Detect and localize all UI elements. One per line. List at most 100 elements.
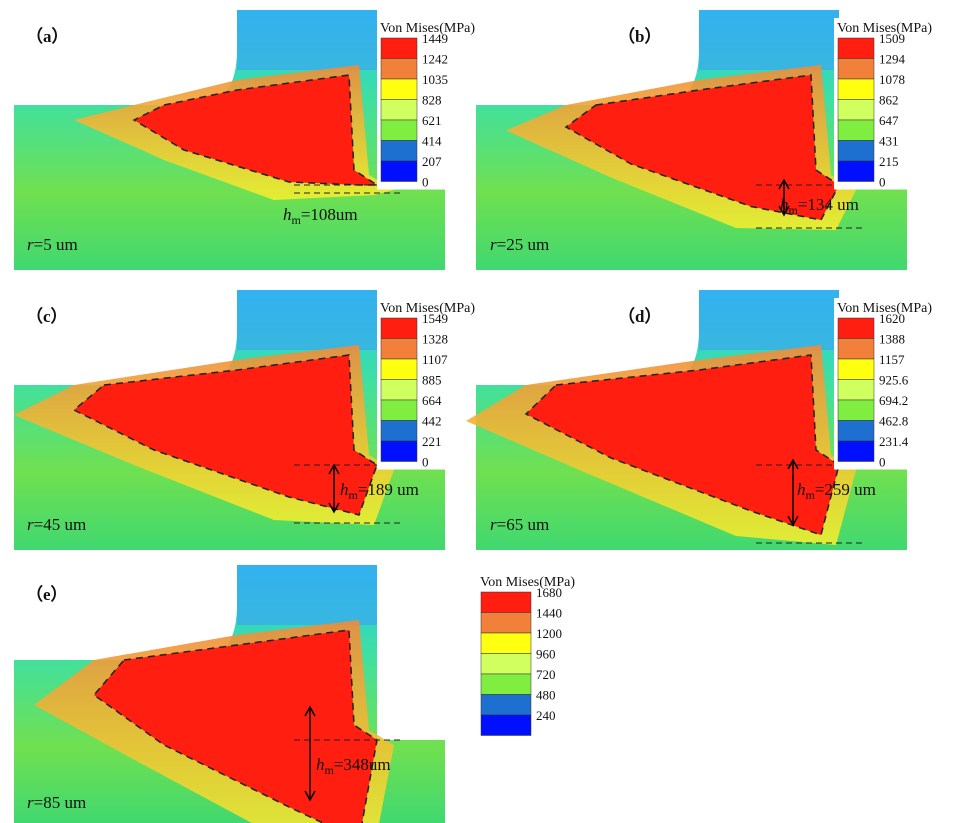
legend-swatch xyxy=(837,37,875,59)
radius-value: =25 um xyxy=(497,235,550,254)
panel xyxy=(14,565,445,823)
depth-subscript: m xyxy=(349,488,359,502)
depth-label: hm=189 um xyxy=(340,480,419,502)
legend-swatch xyxy=(837,58,875,80)
radius-label: r=5 um xyxy=(27,235,78,254)
legend-tick: 694.2 xyxy=(879,393,908,408)
legend-tick: 0 xyxy=(422,175,429,190)
radius-value: =5 um xyxy=(34,235,78,254)
radius-label: r=45 um xyxy=(27,515,86,534)
panel xyxy=(14,10,445,270)
legend-tick: 1200 xyxy=(536,626,562,641)
boundary-line xyxy=(92,629,378,823)
legend-swatch xyxy=(380,140,418,162)
legend-tick: 0 xyxy=(879,175,886,190)
column-top xyxy=(237,565,377,625)
legend-tick: 442 xyxy=(422,414,442,429)
radius-symbol: r xyxy=(27,515,34,534)
legend-swatch xyxy=(380,379,418,401)
legend-swatch xyxy=(380,440,418,462)
legend-tick: 1449 xyxy=(422,31,448,46)
legend-swatch xyxy=(837,338,875,360)
legend-tick: 1157 xyxy=(879,352,905,367)
legend-tick: 1294 xyxy=(879,52,906,67)
panel-label: （c） xyxy=(26,306,68,326)
radius-symbol: r xyxy=(490,515,497,534)
legend-tick: 1680 xyxy=(536,585,562,600)
boundary-line xyxy=(564,74,840,221)
legend-swatch xyxy=(837,399,875,421)
arrow-head xyxy=(778,178,790,190)
legend-tick: 925.6 xyxy=(879,373,909,388)
depth-label: hm=259 um xyxy=(797,480,876,502)
legend-swatch xyxy=(480,714,532,736)
radius-symbol: r xyxy=(27,235,34,254)
depth-symbol: h xyxy=(797,480,806,499)
legend-swatch xyxy=(837,140,875,162)
panel-label: （a） xyxy=(26,26,69,46)
legend-swatch xyxy=(380,399,418,421)
panel xyxy=(14,290,445,550)
legend-swatch xyxy=(380,358,418,380)
stress-peak xyxy=(134,75,377,185)
legend-tick: 720 xyxy=(536,667,556,682)
legend-swatch xyxy=(837,78,875,100)
legend-tick: 414 xyxy=(422,134,442,149)
legend-tick: 664 xyxy=(422,393,442,408)
legend-tick: 1078 xyxy=(879,72,905,87)
depth-subscript: m xyxy=(292,213,302,227)
legend-swatch xyxy=(480,591,532,613)
stress-peak xyxy=(526,355,839,535)
depth-value: =134 um xyxy=(798,195,859,214)
legend-tick: 1328 xyxy=(422,332,448,347)
legend-tick: 1509 xyxy=(879,31,905,46)
arrow-head xyxy=(304,790,316,802)
arrow-head xyxy=(328,463,340,475)
legend-tick: 1107 xyxy=(422,352,448,367)
legend-tick: 207 xyxy=(422,154,442,169)
depth-symbol: h xyxy=(316,755,325,774)
legend-swatch xyxy=(837,99,875,121)
legend-tick: 1620 xyxy=(879,311,905,326)
arrow-head xyxy=(787,458,799,470)
legend-swatch xyxy=(480,612,532,634)
arrow-head xyxy=(778,205,790,217)
legend-title: Von Mises(MPa) xyxy=(837,301,932,316)
legend-tick: 621 xyxy=(422,113,442,128)
depth-subscript: m xyxy=(325,763,335,777)
depth-symbol: h xyxy=(283,205,292,224)
legend-tick: 221 xyxy=(422,434,442,449)
boundary-line xyxy=(72,354,378,516)
legend-swatch xyxy=(380,420,418,442)
legend-tick: 240 xyxy=(536,708,556,723)
depth-label: hm=134 um xyxy=(780,195,859,217)
legend-tick: 1440 xyxy=(536,606,562,621)
legend-swatch xyxy=(837,420,875,442)
legend-tick: 862 xyxy=(879,93,899,108)
legend-tick: 431 xyxy=(879,134,899,149)
legend-swatch xyxy=(480,632,532,654)
radius-symbol: r xyxy=(490,235,497,254)
legend-tick: 647 xyxy=(879,113,899,128)
legend-swatch xyxy=(837,358,875,380)
legend-tick: 215 xyxy=(879,154,899,169)
depth-label: hm=108um xyxy=(283,205,358,227)
legend-title: Von Mises(MPa) xyxy=(380,301,475,316)
column-top xyxy=(237,10,377,70)
stress-peak xyxy=(94,630,377,823)
depth-label: hm=348um xyxy=(316,755,391,777)
legend-tick: 0 xyxy=(422,455,429,470)
legend-tick: 480 xyxy=(536,688,556,703)
panel xyxy=(466,290,907,550)
depth-value: =189 um xyxy=(358,480,419,499)
legend-swatch xyxy=(480,673,532,695)
legend-swatch xyxy=(837,317,875,339)
radius-value: =65 um xyxy=(497,515,550,534)
legend-tick: 231.4 xyxy=(879,434,909,449)
column-top xyxy=(699,10,839,70)
legend-tick: 885 xyxy=(422,373,442,388)
depth-value: =259 um xyxy=(815,480,876,499)
legend-title: Von Mises(MPa) xyxy=(480,575,575,590)
panel xyxy=(476,10,907,270)
